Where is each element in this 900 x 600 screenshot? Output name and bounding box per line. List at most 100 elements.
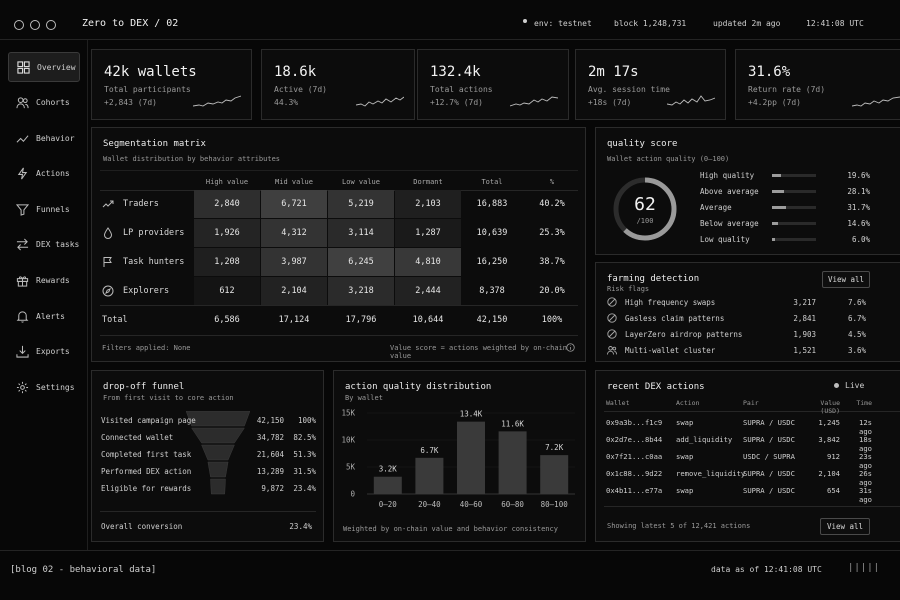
kpi-change: 44.3% <box>274 98 299 107</box>
kpi-card-participants: 42k wallets Total participants +2,843 (7… <box>91 49 252 120</box>
quality-row-pct: 28.1% <box>847 187 870 196</box>
funnel-stage <box>191 427 245 444</box>
matrix-total-cell: 100% <box>541 315 563 325</box>
farming-row-label: Multi-wallet cluster <box>625 346 716 355</box>
table-cell: 0x7f21...c0aa <box>606 452 663 461</box>
bar-data-label: 7.2K <box>545 443 564 452</box>
bar-data-label: 11.6K <box>501 419 524 428</box>
sidebar-item-behavior[interactable]: Behavior <box>8 123 80 153</box>
matrix-row-lp-providers[interactable]: LP providers <box>102 227 184 239</box>
sidebar-item-cohorts[interactable]: Cohorts <box>8 87 80 117</box>
sidebar-item-actions[interactable]: Actions <box>8 158 80 188</box>
kpi-value: 31.6% <box>748 64 791 80</box>
sidebar-item-dex-tasks[interactable]: DEX tasks <box>8 229 80 259</box>
bar[interactable] <box>457 421 485 494</box>
sidebar-item-overview[interactable]: Overview <box>8 52 80 82</box>
x-tick-label: 20–40 <box>418 500 441 509</box>
sparkline <box>356 96 404 107</box>
table-cell: 31s ago <box>859 486 872 504</box>
farming-row-count: 1,521 <box>793 346 816 355</box>
download-icon <box>16 345 29 358</box>
kpi-label: Avg. session time <box>588 85 670 94</box>
sidebar-item-exports[interactable]: Exports <box>8 336 80 366</box>
bar[interactable] <box>540 455 569 494</box>
row-label: Task hunters <box>123 257 185 267</box>
dex-view-all-button[interactable]: View all <box>820 518 870 535</box>
matrix-cell: 2,840 <box>194 190 260 218</box>
matrix-cell: 3,987 <box>261 248 327 276</box>
panel-subtitle: By wallet <box>345 394 383 402</box>
x-tick-label: 60–80 <box>501 500 524 509</box>
bar[interactable] <box>415 457 444 494</box>
kpi-change: +2,843 (7d) <box>104 98 157 107</box>
block-label: block 1,248,731 <box>614 19 687 28</box>
panel-title: drop-off funnel <box>103 382 185 392</box>
activity-bars-icon: ||||| <box>848 563 881 573</box>
quality-bar <box>772 222 816 225</box>
quality-bar <box>772 238 816 241</box>
window-title: Zero to DEX / 02 <box>82 18 179 29</box>
funnel-step-count: 9,872 <box>261 484 284 493</box>
window-minimize-dot[interactable] <box>30 20 40 30</box>
bar[interactable] <box>373 476 402 494</box>
sidebar-item-rewards[interactable]: Rewards <box>8 265 80 295</box>
matrix-cell: 5,219 <box>328 190 394 218</box>
status-left-label: [blog 02 - behavioral data] <box>10 565 157 575</box>
gear-icon <box>16 381 29 393</box>
window-maximize-dot[interactable] <box>46 20 56 30</box>
kpi-card-session: 2m 17s Avg. session time +18s (7d) <box>575 49 726 120</box>
kpi-label: Active (7d) <box>274 85 327 94</box>
funnel-step-label: Performed DEX action <box>101 467 192 476</box>
table-cell: 18s ago <box>859 435 872 453</box>
table-cell: 0x4b11...e77a <box>606 486 663 495</box>
quality-bar <box>772 206 816 209</box>
flag-icon <box>103 257 112 267</box>
funnel-shape <box>186 411 250 495</box>
matrix-row-task-hunters[interactable]: Task hunters <box>102 256 184 268</box>
table-cell: SUPRA / USDC <box>743 435 795 444</box>
funnel-step-pct: 82.5% <box>293 433 316 442</box>
col-header-pct: % <box>549 178 555 186</box>
window-close-dot[interactable] <box>14 20 24 30</box>
kpi-label: Return rate (7d) <box>748 85 826 94</box>
quality-row-label: Below average <box>700 219 759 228</box>
divider <box>100 305 578 306</box>
table-cell: 912 <box>827 452 840 461</box>
matrix-row-traders[interactable]: Traders <box>102 198 159 210</box>
bar[interactable] <box>498 431 527 494</box>
sidebar-item-alerts[interactable]: Alerts <box>8 301 80 331</box>
sidebar-item-label: Funnels <box>36 204 70 214</box>
live-dot <box>834 383 839 388</box>
panel-title: action quality distribution <box>345 382 492 392</box>
x-tick-label: 40–60 <box>460 500 483 509</box>
table-cell: 0x1c88...9d22 <box>606 469 663 478</box>
overall-conversion-value: 23.4% <box>289 522 312 531</box>
table-cell: swap <box>676 452 694 461</box>
sidebar-item-settings[interactable]: Settings <box>8 372 80 402</box>
funnel-step-label: Visited campaign page <box>101 416 196 425</box>
kpi-card-actions: 132.4k Total actions +12.7% (7d) <box>417 49 569 120</box>
info-icon[interactable] <box>566 343 575 352</box>
panel-title: farming detection <box>607 274 700 284</box>
value-score-note: Value score = actions weighted by on-cha… <box>390 344 568 360</box>
table-cell: SUPRA / USDC <box>743 418 795 427</box>
farming-view-all-button[interactable]: View all <box>822 271 870 288</box>
matrix-cell: 3,218 <box>328 277 394 305</box>
table-cell: 2,104 <box>818 469 840 478</box>
kpi-card-active: 18.6k Active (7d) 44.3% <box>261 49 415 120</box>
quality-bar <box>772 174 816 177</box>
recent-dex-actions-panel: recent DEX actions Live Showing latest 5… <box>595 370 900 542</box>
farming-row-label: LayerZero airdrop patterns <box>625 330 743 339</box>
matrix-cell-total: 10,639 <box>476 228 508 238</box>
bell-icon <box>16 310 29 323</box>
sidebar-item-label: Overview <box>37 62 76 72</box>
x-tick-label: 80–100 <box>541 500 569 509</box>
quality-row-pct: 31.7% <box>847 203 870 212</box>
quality-row-label: Average <box>700 203 732 212</box>
matrix-cell: 6,721 <box>261 190 327 218</box>
col-header-total: Total <box>481 178 503 186</box>
panel-title: quality score <box>607 139 678 149</box>
sparkline <box>193 95 241 107</box>
matrix-row-explorers[interactable]: Explorers <box>102 285 169 297</box>
sidebar-item-funnels[interactable]: Funnels <box>8 194 80 224</box>
